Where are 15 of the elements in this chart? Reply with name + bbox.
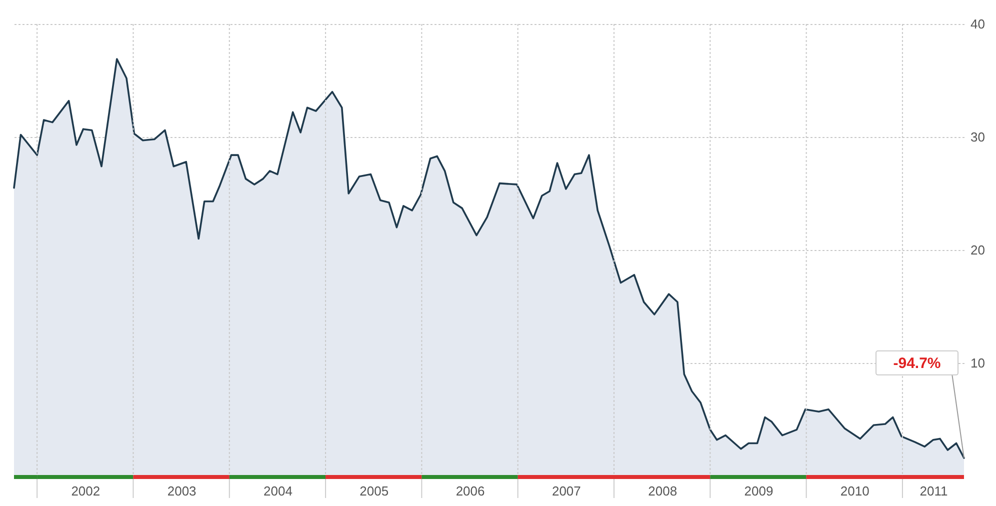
x-tick-label: 2007 [552,484,581,498]
x-tick-label: 2003 [167,484,196,498]
x-tick-label: 2002 [71,484,100,498]
x-tick-label: 2010 [840,484,870,498]
y-tick-label: 10 [970,356,985,370]
x-tick-label: 2006 [456,484,485,498]
x-tick-label: 2009 [744,484,774,498]
y-tick-label: 40 [970,16,985,32]
x-tick-label: 2008 [648,484,678,498]
x-tick-label: 2011 [920,484,948,498]
x-tick-label: 2005 [360,484,389,498]
y-tick-label: 30 [970,130,985,144]
x-tick-label: 2004 [264,484,292,498]
y-tick-label: 20 [970,242,985,258]
annotation: -94.7% [893,354,941,372]
